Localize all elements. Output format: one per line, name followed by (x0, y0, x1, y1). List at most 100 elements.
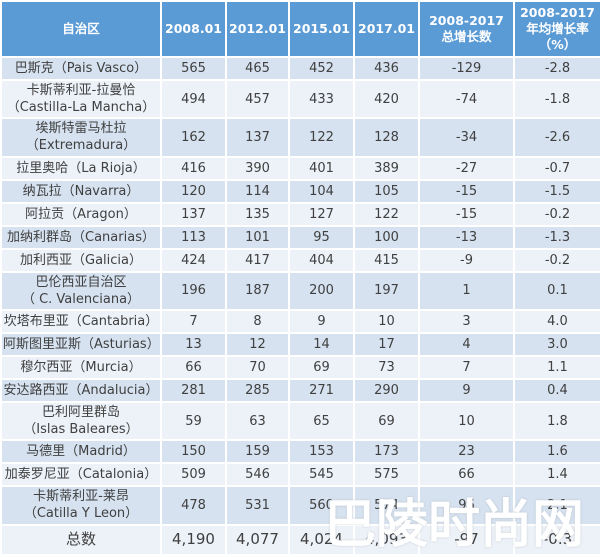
value-cell: 10 (418, 400, 515, 442)
header-2017: 2017.01 (353, 0, 420, 58)
value-cell: 0.1 (513, 270, 600, 311)
table-row: 纳瓦拉（Navarra） 120 114 104 105 -15 -1.5 (0, 178, 600, 204)
value-cell: 452 (288, 56, 355, 81)
value-cell: 137 (160, 201, 227, 227)
value-cell: 401 (288, 155, 355, 181)
region-label: 纳瓦拉（Navarra） (0, 178, 162, 204)
value-cell: 113 (160, 224, 227, 250)
value-cell: 271 (288, 377, 355, 403)
value-cell: 433 (288, 78, 355, 120)
value-cell: 122 (288, 117, 355, 158)
value-cell: 4,024 (288, 523, 355, 556)
value-cell: 14 (288, 331, 355, 357)
value-cell: -15 (418, 201, 515, 227)
value-cell: 162 (160, 117, 227, 158)
table-row: 加纳利群岛（Canarias） 113 101 95 100 -13 -1.3 (0, 224, 600, 250)
value-cell: 122 (353, 201, 420, 227)
value-cell: 127 (288, 201, 355, 227)
region-label: 加纳利群岛（Canarias） (0, 224, 162, 250)
region-label: 总数 (0, 523, 162, 556)
value-cell: 415 (353, 247, 420, 273)
value-cell: 416 (160, 155, 227, 181)
value-cell: 3.0 (513, 331, 600, 357)
value-cell: 4 (418, 331, 515, 357)
table-row: 加泰罗尼亚（Catalonia） 509 546 545 575 66 1.4 (0, 462, 600, 488)
value-cell: 281 (160, 377, 227, 403)
value-cell: -2.6 (513, 117, 600, 158)
value-cell: -129 (418, 56, 515, 81)
region-label: 卡斯蒂利亚-拉曼恰 （Castilla-La Mancha） (0, 78, 162, 120)
value-cell: 59 (160, 400, 227, 442)
region-label: 阿拉贡（Aragon） (0, 201, 162, 227)
value-cell: 65 (288, 400, 355, 442)
value-cell: 23 (418, 439, 515, 465)
value-cell: -97 (418, 523, 515, 556)
value-cell: 66 (160, 354, 227, 380)
value-cell: 575 (353, 462, 420, 488)
value-cell: 574 (353, 485, 420, 526)
value-cell: 200 (288, 270, 355, 311)
value-cell: 390 (225, 155, 290, 181)
region-label: 穆尔西亚（Murcia） (0, 354, 162, 380)
value-cell: -0.2 (513, 247, 600, 273)
value-cell: 137 (225, 117, 290, 158)
region-label: 拉里奥哈（La Rioja） (0, 155, 162, 181)
value-cell: 417 (225, 247, 290, 273)
value-cell: 73 (353, 354, 420, 380)
value-cell: 197 (353, 270, 420, 311)
value-cell: 4,190 (160, 523, 227, 556)
table-row: 阿拉贡（Aragon） 137 135 127 122 -15 -0.2 (0, 201, 600, 227)
value-cell: 457 (225, 78, 290, 120)
value-cell: 9 (418, 377, 515, 403)
value-cell: -34 (418, 117, 515, 158)
value-cell: -1.3 (513, 224, 600, 250)
value-cell: 7 (418, 354, 515, 380)
header-total-growth: 2008-2017 总增长数 (418, 0, 515, 58)
value-cell: 12 (225, 331, 290, 357)
value-cell: -74 (418, 78, 515, 120)
header-2015: 2015.01 (288, 0, 355, 58)
value-cell: 69 (288, 354, 355, 380)
value-cell: 66 (418, 462, 515, 488)
region-label: 马德里（Madrid） (0, 439, 162, 465)
value-cell: 560 (288, 485, 355, 526)
value-cell: 478 (160, 485, 227, 526)
value-cell: -9 (418, 247, 515, 273)
value-cell: 17 (353, 331, 420, 357)
value-cell: 546 (225, 462, 290, 488)
value-cell: 494 (160, 78, 227, 120)
value-cell: -13 (418, 224, 515, 250)
region-label: 加泰罗尼亚（Catalonia） (0, 462, 162, 488)
value-cell: 173 (353, 439, 420, 465)
value-cell: -1.5 (513, 178, 600, 204)
value-cell: 436 (353, 56, 420, 81)
table-row: 巴利阿里群岛 （Islas Baleares） 59 63 65 69 10 1.8 (0, 400, 600, 442)
value-cell: 69 (353, 400, 420, 442)
value-cell: 100 (353, 224, 420, 250)
value-cell: 420 (353, 78, 420, 120)
value-cell: 9 (288, 308, 355, 334)
value-cell: 531 (225, 485, 290, 526)
table-row: 阿斯图里亚斯（Asturias） 13 12 14 17 4 3.0 (0, 331, 600, 357)
value-cell: 509 (160, 462, 227, 488)
region-label: 埃斯特雷马杜拉 （Extremadura） (0, 117, 162, 158)
value-cell: 135 (225, 201, 290, 227)
table-row: 巴斯克（Pais Vasco） 565 465 452 436 -129 -2.8 (0, 56, 600, 81)
value-cell: 13 (160, 331, 227, 357)
value-cell: 128 (353, 117, 420, 158)
value-cell: 101 (225, 224, 290, 250)
header-2012: 2012.01 (225, 0, 290, 58)
value-cell: 95 (288, 224, 355, 250)
value-cell: 10 (353, 308, 420, 334)
region-label: 巴伦西亚自治区 （ C. Valenciana） (0, 270, 162, 311)
table-row: 埃斯特雷马杜拉 （Extremadura） 162 137 122 128 -34 -2.6 (0, 117, 600, 158)
value-cell: 4,093 (353, 523, 420, 556)
value-cell: -1.8 (513, 78, 600, 120)
value-cell: 424 (160, 247, 227, 273)
value-cell: -0.2 (513, 201, 600, 227)
value-cell: 3 (418, 308, 515, 334)
table-row: 安达路西亚（Andalucia） 281 285 271 290 9 0.4 (0, 377, 600, 403)
table-row: 穆尔西亚（Murcia） 66 70 69 73 7 1.1 (0, 354, 600, 380)
value-cell: 389 (353, 155, 420, 181)
